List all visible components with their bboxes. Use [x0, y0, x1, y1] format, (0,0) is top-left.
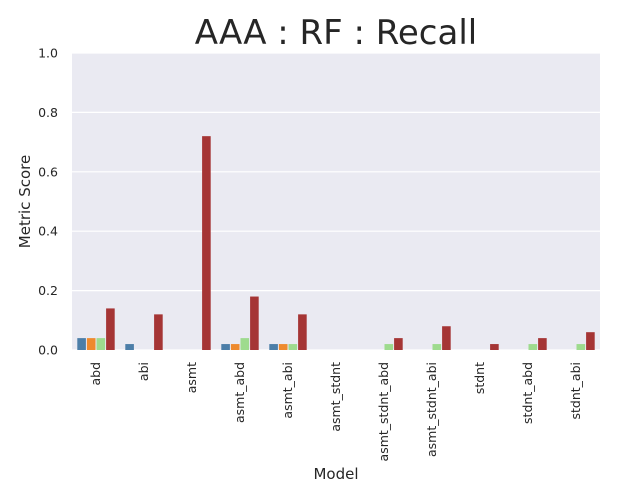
- bar: [202, 136, 211, 350]
- y-tick-label: 0.4: [38, 224, 58, 239]
- bar: [586, 332, 595, 350]
- x-tick-label: asmt_abd: [232, 362, 247, 423]
- bars: [77, 136, 595, 350]
- x-tick-label: stdnt: [472, 362, 487, 394]
- bar: [125, 344, 134, 350]
- bar: [221, 344, 230, 350]
- x-tick-label: abd: [88, 362, 103, 386]
- y-tick-label: 1.0: [38, 46, 58, 61]
- bar: [442, 326, 451, 350]
- y-tick-label: 0.2: [38, 283, 58, 298]
- bar: [250, 296, 259, 350]
- bar: [278, 344, 288, 350]
- gridlines: [72, 52, 600, 351]
- bar: [154, 314, 163, 350]
- bar: [394, 338, 403, 350]
- bar: [576, 344, 586, 350]
- x-tick-label: asmt_abi: [280, 362, 295, 419]
- x-tick-labels: abd abi asmt asmt_abd asmt_abi asmt_stdnt asmt…: [88, 362, 583, 462]
- y-axis-label: Metric Score: [16, 155, 34, 248]
- bar: [528, 344, 538, 350]
- x-tick-label: stdnt_abd: [520, 362, 535, 424]
- bar: [230, 344, 240, 350]
- bar: [490, 344, 499, 350]
- bar: [538, 338, 547, 350]
- bar: [86, 338, 96, 350]
- bar: [240, 338, 250, 350]
- x-tick-label: asmt_stdnt_abd: [376, 362, 391, 461]
- y-tick-label: 0.6: [38, 164, 58, 179]
- bar: [288, 344, 298, 350]
- bar: [269, 344, 278, 350]
- x-tick-label: abi: [136, 362, 151, 381]
- bar: [96, 338, 106, 350]
- x-axis-label: Model: [313, 465, 358, 483]
- bar: [298, 314, 307, 350]
- x-tick-label: stdnt_abi: [568, 362, 583, 420]
- x-tick-label: asmt_stdnt: [328, 362, 343, 432]
- chart-title: AAA : RF : Recall: [195, 13, 477, 53]
- x-tick-label: asmt_stdnt_abi: [424, 362, 439, 457]
- y-tick-label: 0.0: [38, 343, 58, 358]
- y-tick-labels: 0.0 0.2 0.4 0.6 0.8 1.0: [38, 46, 58, 358]
- bar: [106, 308, 115, 350]
- x-tick-label: asmt: [184, 362, 199, 393]
- bar: [77, 338, 86, 350]
- y-tick-label: 0.8: [38, 105, 58, 120]
- bar: [432, 344, 442, 350]
- bar: [384, 344, 394, 350]
- plot-area: [72, 53, 600, 350]
